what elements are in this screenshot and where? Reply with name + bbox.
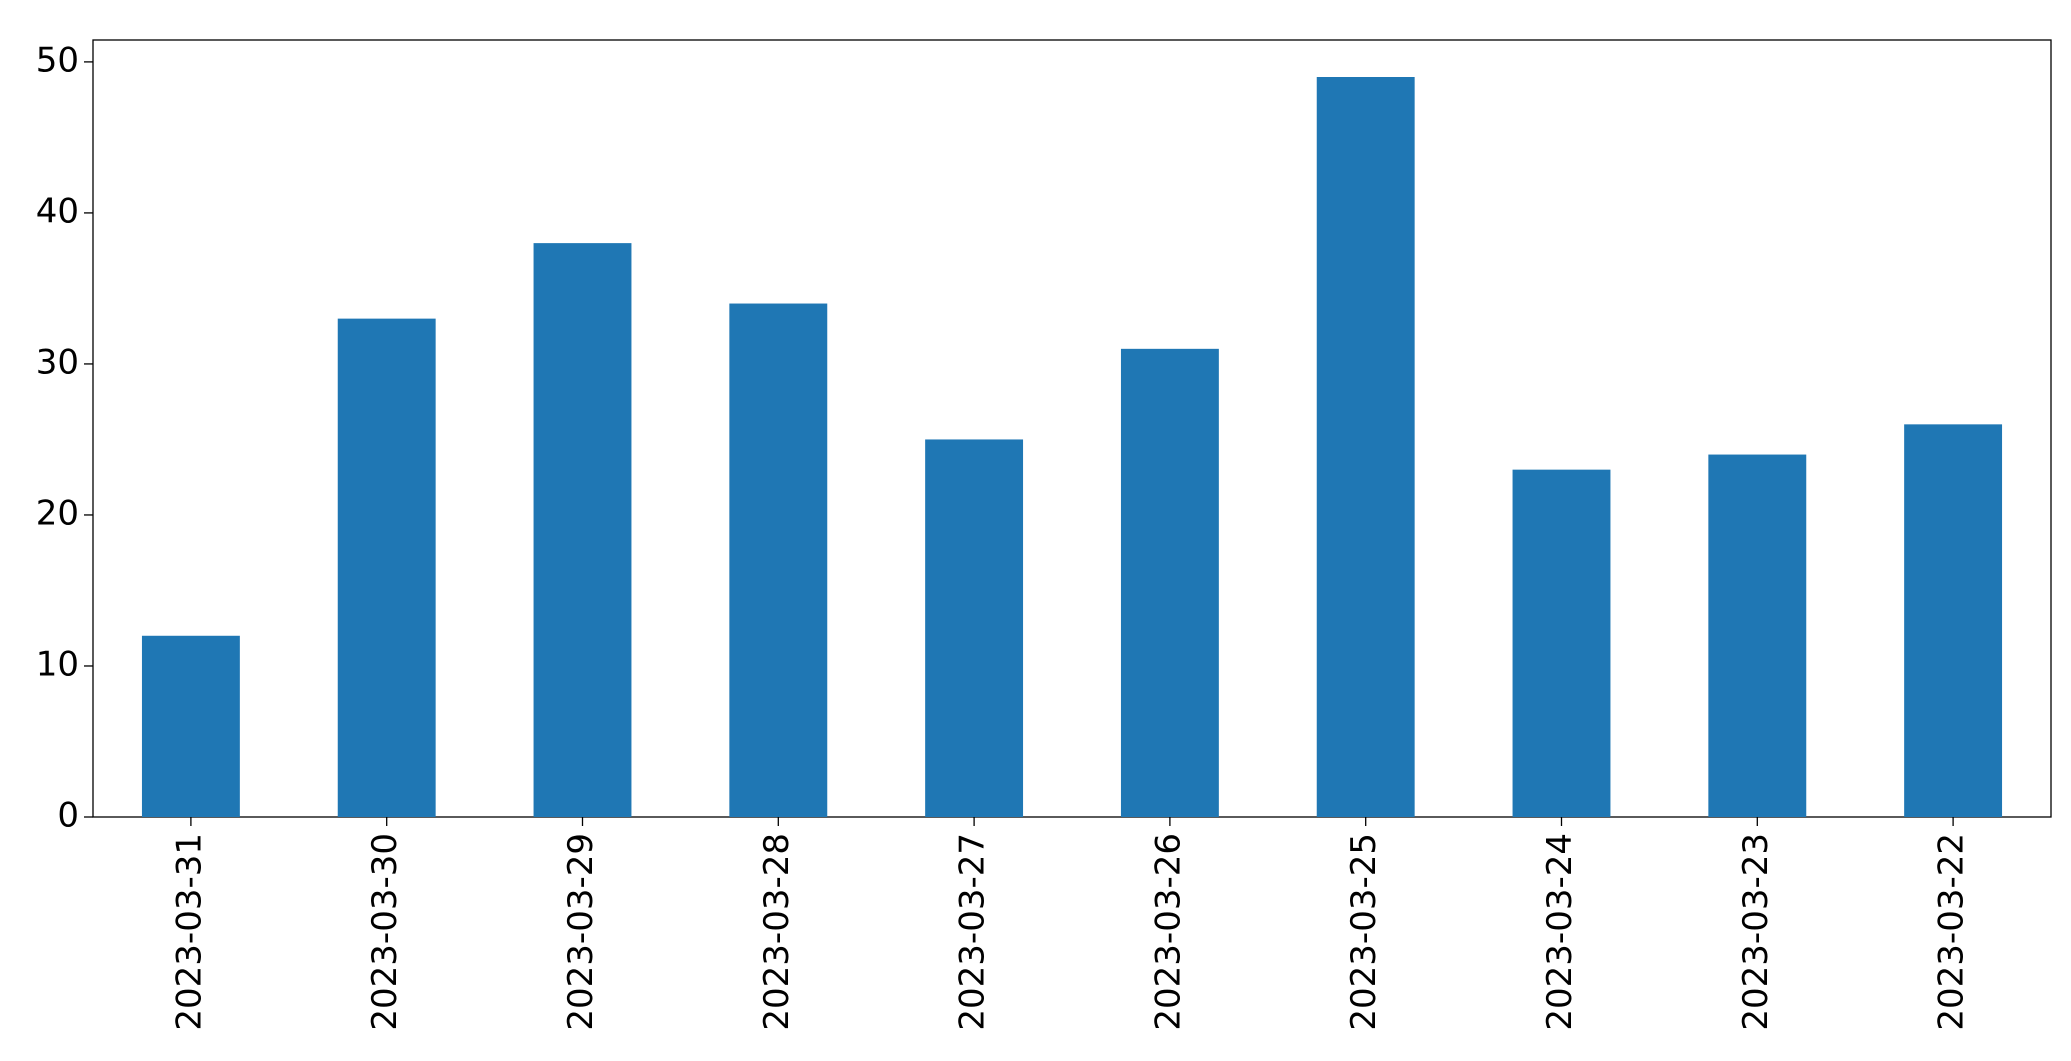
bar (1120, 348, 1219, 817)
y-tick-label: 20 (36, 493, 79, 533)
bar (1316, 77, 1415, 817)
bar (533, 243, 632, 818)
x-tick-label: 2023-03-25 (1344, 833, 1384, 1031)
x-tick-label: 2023-03-24 (1540, 833, 1580, 1031)
bar (925, 439, 1024, 817)
y-tick-label: 30 (36, 342, 79, 382)
x-tick-label: 2023-03-27 (953, 833, 993, 1031)
bar (1512, 469, 1611, 817)
y-tick-label: 50 (36, 40, 79, 80)
x-tick-label: 2023-03-31 (169, 833, 209, 1031)
y-tick-label: 10 (36, 644, 79, 684)
x-tick-label: 2023-03-23 (1736, 833, 1776, 1031)
y-tick-label: 0 (57, 796, 79, 836)
bar (1904, 424, 2003, 817)
y-tick-label: 40 (36, 191, 79, 231)
x-tick-label: 2023-03-30 (365, 833, 405, 1031)
x-tick-label: 2023-03-26 (1148, 833, 1188, 1031)
x-tick-label: 2023-03-22 (1932, 833, 1972, 1031)
bar (337, 318, 436, 817)
x-tick-label: 2023-03-29 (561, 833, 601, 1031)
x-tick-label: 2023-03-28 (757, 833, 797, 1031)
bar (141, 635, 240, 817)
plot-frame (92, 39, 2052, 818)
bar (729, 303, 828, 817)
bar (1708, 454, 1807, 817)
